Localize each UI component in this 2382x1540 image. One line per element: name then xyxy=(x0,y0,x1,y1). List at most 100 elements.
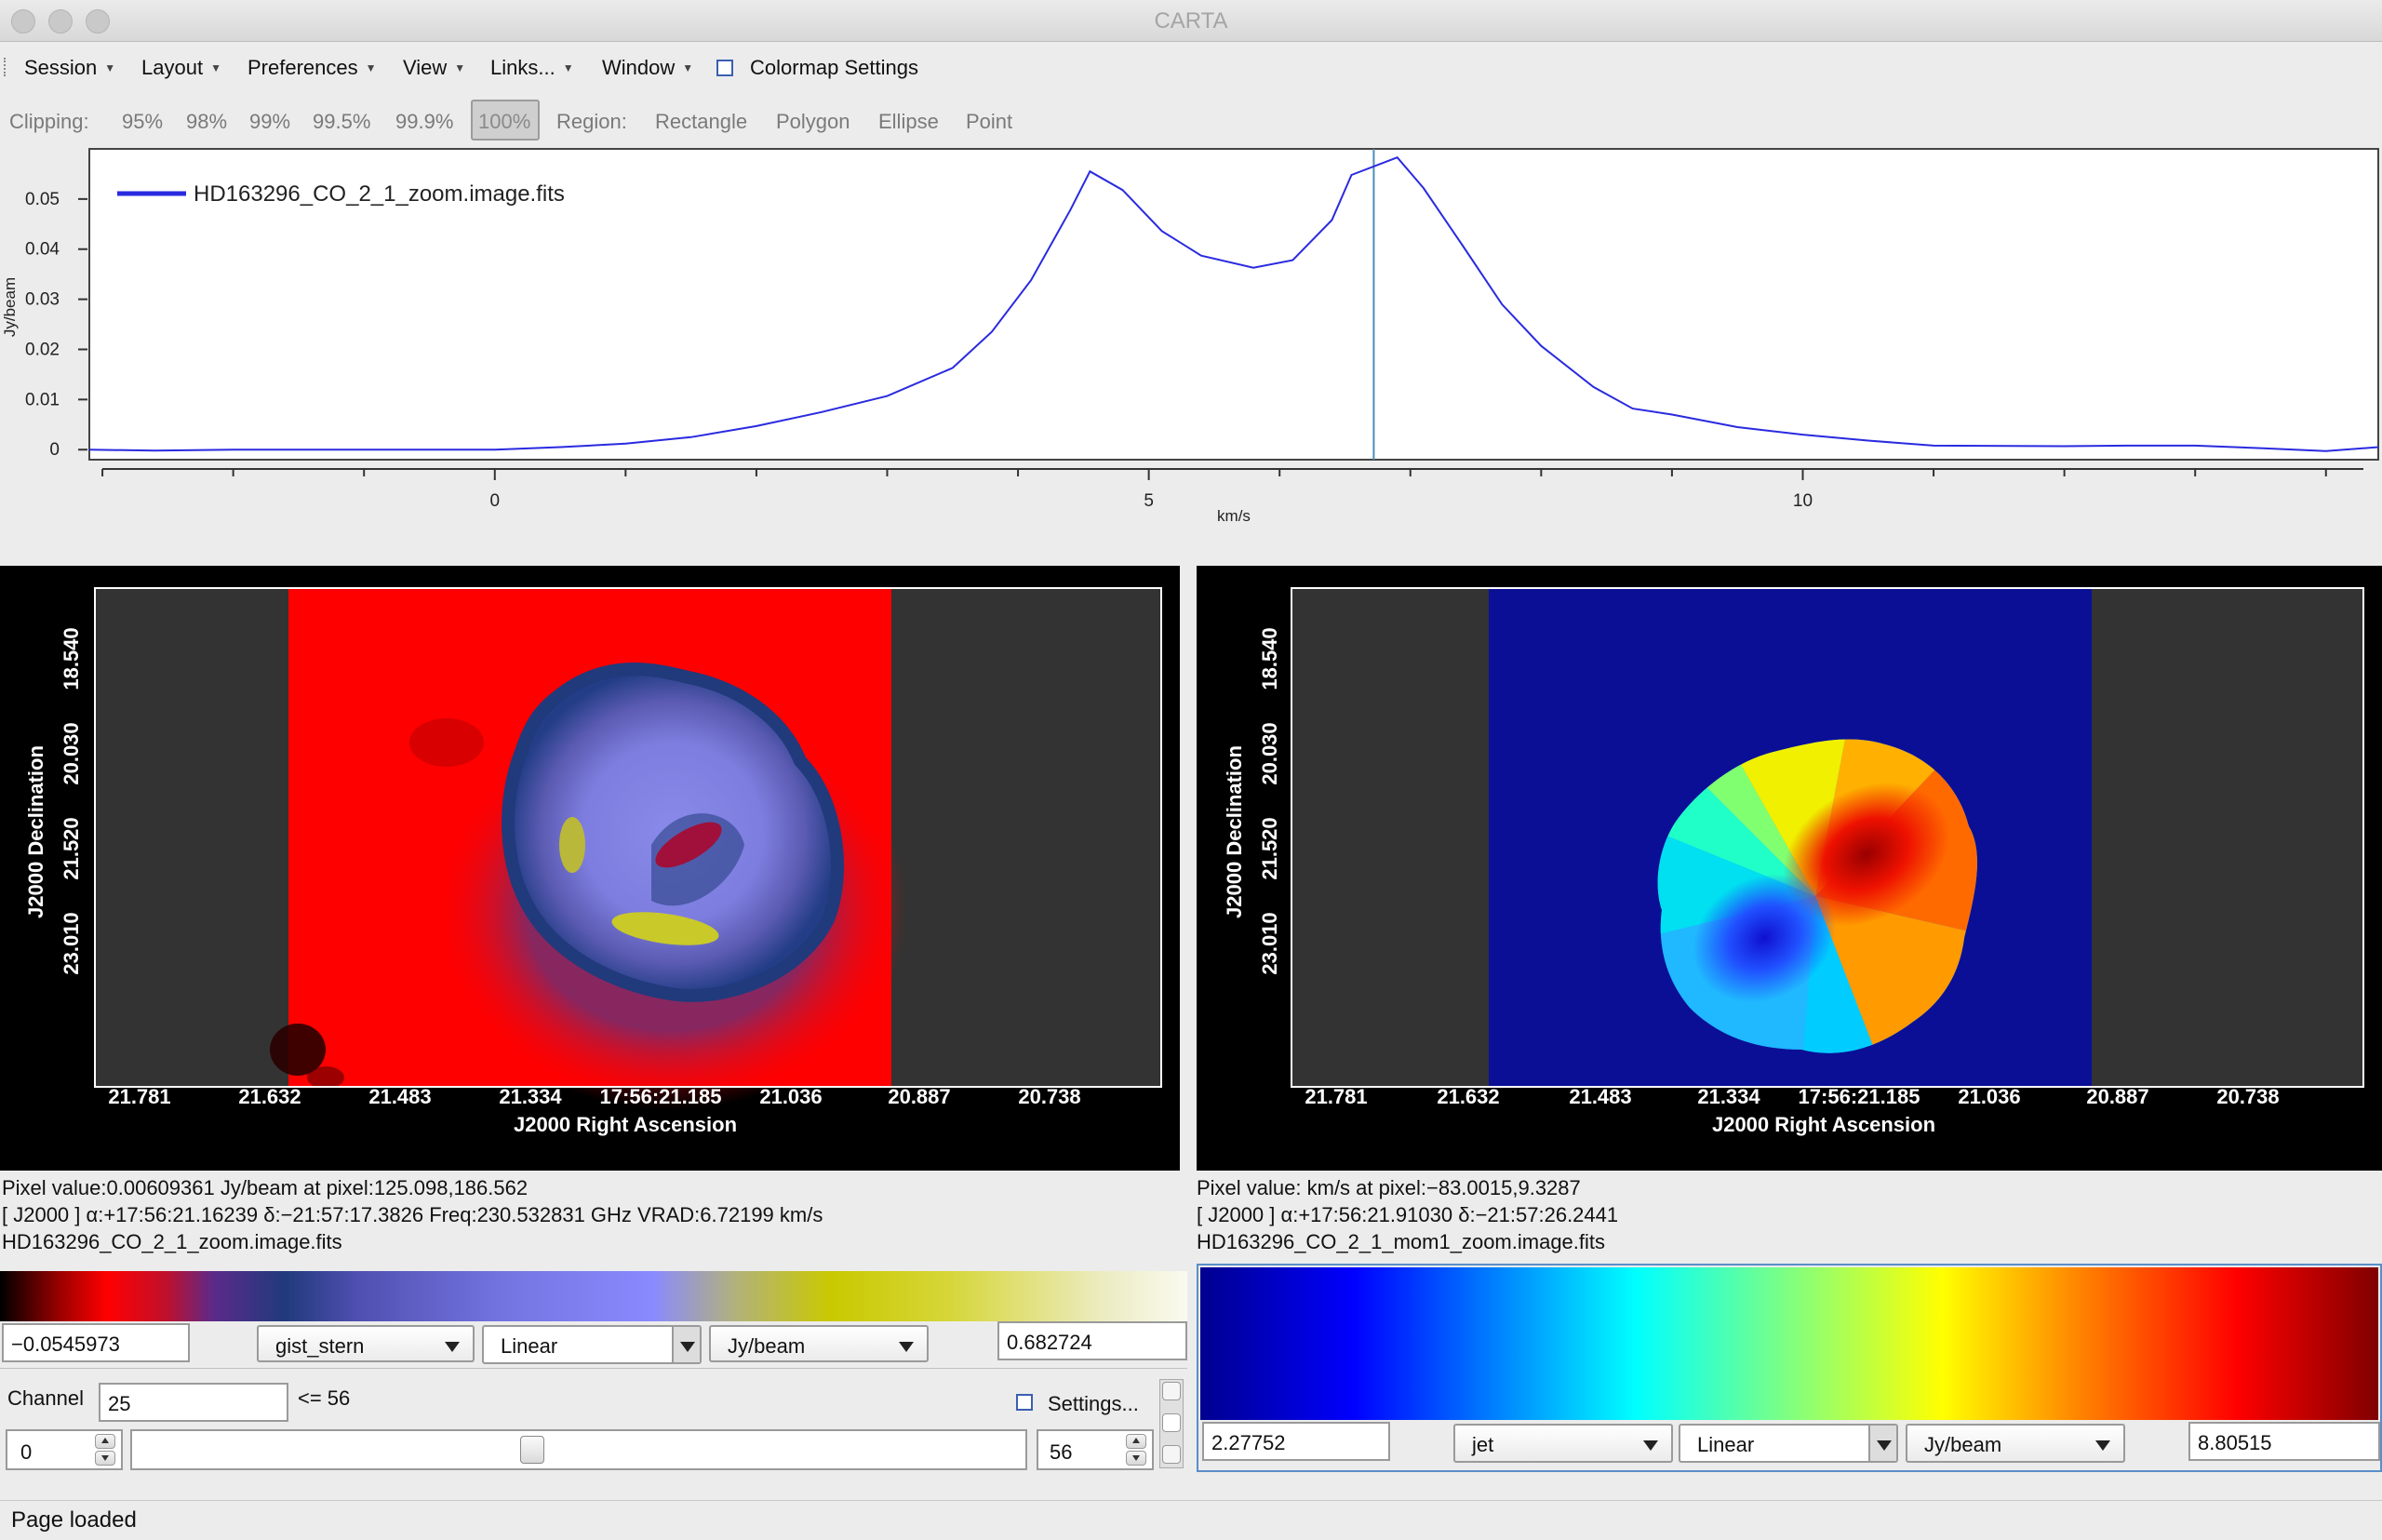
menu-links[interactable]: Links... ▼ xyxy=(490,56,574,80)
left-x-tick-0: 21.781 xyxy=(108,1085,170,1108)
right-x-tick-7: 20.738 xyxy=(2216,1085,2279,1108)
spectral-profile-chart[interactable]: 0 0.01 0.02 0.03 0.04 0.05 0 5 10 HD163296_CO_2… xyxy=(0,147,2382,530)
menu-layout[interactable]: Layout ▼ xyxy=(141,56,221,80)
status-text: Page loaded xyxy=(11,1507,137,1533)
right-y-axis-label: J2000 Declination xyxy=(1223,745,1246,918)
menu-view[interactable]: View ▼ xyxy=(403,56,465,80)
channel-slider-track[interactable] xyxy=(130,1429,1027,1470)
clip-95-button[interactable]: 95% xyxy=(122,110,164,133)
spin-down-icon[interactable] xyxy=(95,1451,115,1466)
right-unit-label: Jy/beam xyxy=(1924,1433,2002,1456)
legend-label: HD163296_CO_2_1_zoom.image.fits xyxy=(194,181,565,207)
clip-98-button[interactable]: 98% xyxy=(186,110,228,133)
minimize-window-button[interactable] xyxy=(48,9,73,33)
left-scale-dropdown-button[interactable] xyxy=(672,1327,700,1362)
y-tick-label: 0 xyxy=(49,440,60,460)
left-coordinates: [ J2000 ] α:+17:56:21.16239 δ:−21:57:17.… xyxy=(2,1203,823,1226)
panel-scrollbar[interactable] xyxy=(1159,1379,1184,1468)
right-colormap-min-input[interactable]: 2.27752 xyxy=(1202,1422,1390,1461)
scroll-up-button[interactable] xyxy=(1162,1382,1181,1400)
left-x-tick-4: 17:56:21.185 xyxy=(600,1085,722,1108)
left-unit-label: Jy/beam xyxy=(728,1334,806,1358)
left-pixel-value: Pixel value:0.00609361 Jy/beam at pixel:… xyxy=(2,1176,529,1199)
left-y-axis-label: J2000 Declination xyxy=(24,745,47,918)
spin-up-icon[interactable] xyxy=(1126,1434,1146,1449)
scroll-down-button[interactable] xyxy=(1162,1445,1181,1464)
profile-series-line xyxy=(88,156,2379,452)
clip-100-button[interactable]: 100% xyxy=(471,100,540,141)
chevron-down-icon xyxy=(680,1342,695,1352)
right-image-view[interactable]: 21.781 21.632 21.483 21.334 17:56:21.185… xyxy=(1197,566,2382,1171)
region-rectangle-button[interactable]: Rectangle xyxy=(655,110,748,133)
channel-slider-thumb[interactable] xyxy=(520,1436,544,1464)
close-window-button[interactable] xyxy=(11,9,35,33)
chevron-down-icon xyxy=(899,1342,914,1352)
left-colormap-min-input[interactable]: −0.0545973 xyxy=(2,1323,190,1362)
right-scale-select[interactable]: Linear xyxy=(1679,1424,1898,1463)
right-colormap-select[interactable]: jet xyxy=(1453,1424,1673,1463)
left-y-tick-1: 20.030 xyxy=(60,722,83,784)
clip-99-9-button[interactable]: 99.9% xyxy=(395,110,454,133)
right-filename: HD163296_CO_2_1_mom1_zoom.image.fits xyxy=(1197,1230,1606,1253)
right-coordinates: [ J2000 ] α:+17:56:21.91030 δ:−21:57:26.… xyxy=(1197,1203,1619,1226)
region-polygon-button[interactable]: Polygon xyxy=(776,110,850,133)
colormap-settings-label[interactable]: Colormap Settings xyxy=(750,56,918,79)
left-filename: HD163296_CO_2_1_zoom.image.fits xyxy=(2,1230,342,1253)
left-colormap-max-input[interactable]: 0.682724 xyxy=(997,1321,1187,1360)
menu-preferences[interactable]: Preferences ▼ xyxy=(248,56,377,80)
x-axis-label: km/s xyxy=(1217,507,1251,525)
right-colormap-name: jet xyxy=(1472,1433,1494,1456)
vertical-splitter[interactable] xyxy=(1180,566,1197,1264)
menu-preferences-label: Preferences xyxy=(248,56,358,79)
y-tick-label: 0.01 xyxy=(25,390,60,409)
menu-window-label: Window xyxy=(602,56,676,79)
colormap-settings-checkbox[interactable] xyxy=(716,60,733,76)
clipping-label: Clipping: xyxy=(9,110,89,133)
channel-settings-checkbox[interactable] xyxy=(1016,1394,1033,1411)
left-scale-select[interactable]: Linear xyxy=(482,1325,702,1364)
chevron-down-icon xyxy=(1643,1440,1658,1451)
spin-down-icon[interactable] xyxy=(1126,1451,1146,1466)
right-y-tick-2: 21.520 xyxy=(1258,817,1281,879)
channel-settings-label[interactable]: Settings... xyxy=(1048,1392,1139,1415)
window-title: CARTA xyxy=(1154,8,1228,33)
region-point-button[interactable]: Point xyxy=(966,110,1013,133)
channel-max-spinbox[interactable]: 56 xyxy=(1037,1429,1154,1470)
right-x-axis-label: J2000 Right Ascension xyxy=(1712,1113,1935,1136)
left-colormap-bar xyxy=(0,1271,1187,1321)
right-colormap-max-input[interactable]: 8.80515 xyxy=(2188,1422,2380,1461)
title-bar xyxy=(0,0,2382,42)
zoom-window-button[interactable] xyxy=(86,9,110,33)
chevron-down-icon xyxy=(445,1342,460,1352)
clip-99-button[interactable]: 99% xyxy=(249,110,291,133)
channel-input[interactable]: 25 xyxy=(99,1383,288,1422)
scroll-thumb[interactable] xyxy=(1162,1413,1181,1432)
left-x-tick-1: 21.632 xyxy=(238,1085,301,1108)
right-pixel-value: Pixel value: km/s at pixel:−83.0015,9.32… xyxy=(1197,1176,1581,1199)
channel-min-spinbox[interactable]: 0 xyxy=(6,1429,123,1470)
left-colormap-select[interactable]: gist_stern xyxy=(257,1325,475,1362)
left-colormap-name: gist_stern xyxy=(275,1334,365,1358)
y-tick-label: 0.04 xyxy=(25,240,60,260)
left-x-tick-2: 21.483 xyxy=(368,1085,431,1108)
right-x-tick-4: 17:56:21.185 xyxy=(1799,1085,1920,1108)
right-x-tick-3: 21.334 xyxy=(1697,1085,1760,1108)
right-unit-select[interactable]: Jy/beam xyxy=(1906,1424,2125,1463)
toolbar-grip-icon[interactable] xyxy=(4,58,9,76)
menu-window[interactable]: Window ▼ xyxy=(602,56,693,80)
right-y-tick-0: 18.540 xyxy=(1258,627,1281,690)
right-scale-label: Linear xyxy=(1697,1433,1755,1456)
spin-up-icon[interactable] xyxy=(95,1434,115,1449)
left-x-tick-5: 21.036 xyxy=(759,1085,822,1108)
menu-session[interactable]: Session ▼ xyxy=(24,56,115,80)
channel-max-value: 56 xyxy=(1050,1440,1073,1464)
splitter[interactable] xyxy=(0,530,2382,566)
region-ellipse-button[interactable]: Ellipse xyxy=(878,110,939,133)
caret-down-icon: ▼ xyxy=(210,61,221,74)
right-scale-dropdown-button[interactable] xyxy=(1868,1426,1896,1461)
left-x-tick-6: 20.887 xyxy=(888,1085,950,1108)
left-scale-label: Linear xyxy=(501,1334,558,1358)
clip-99-5-button[interactable]: 99.5% xyxy=(313,110,371,133)
left-image-view[interactable]: 21.781 21.632 21.483 21.334 17:56:21.185… xyxy=(0,566,1180,1171)
left-unit-select[interactable]: Jy/beam xyxy=(709,1325,929,1362)
